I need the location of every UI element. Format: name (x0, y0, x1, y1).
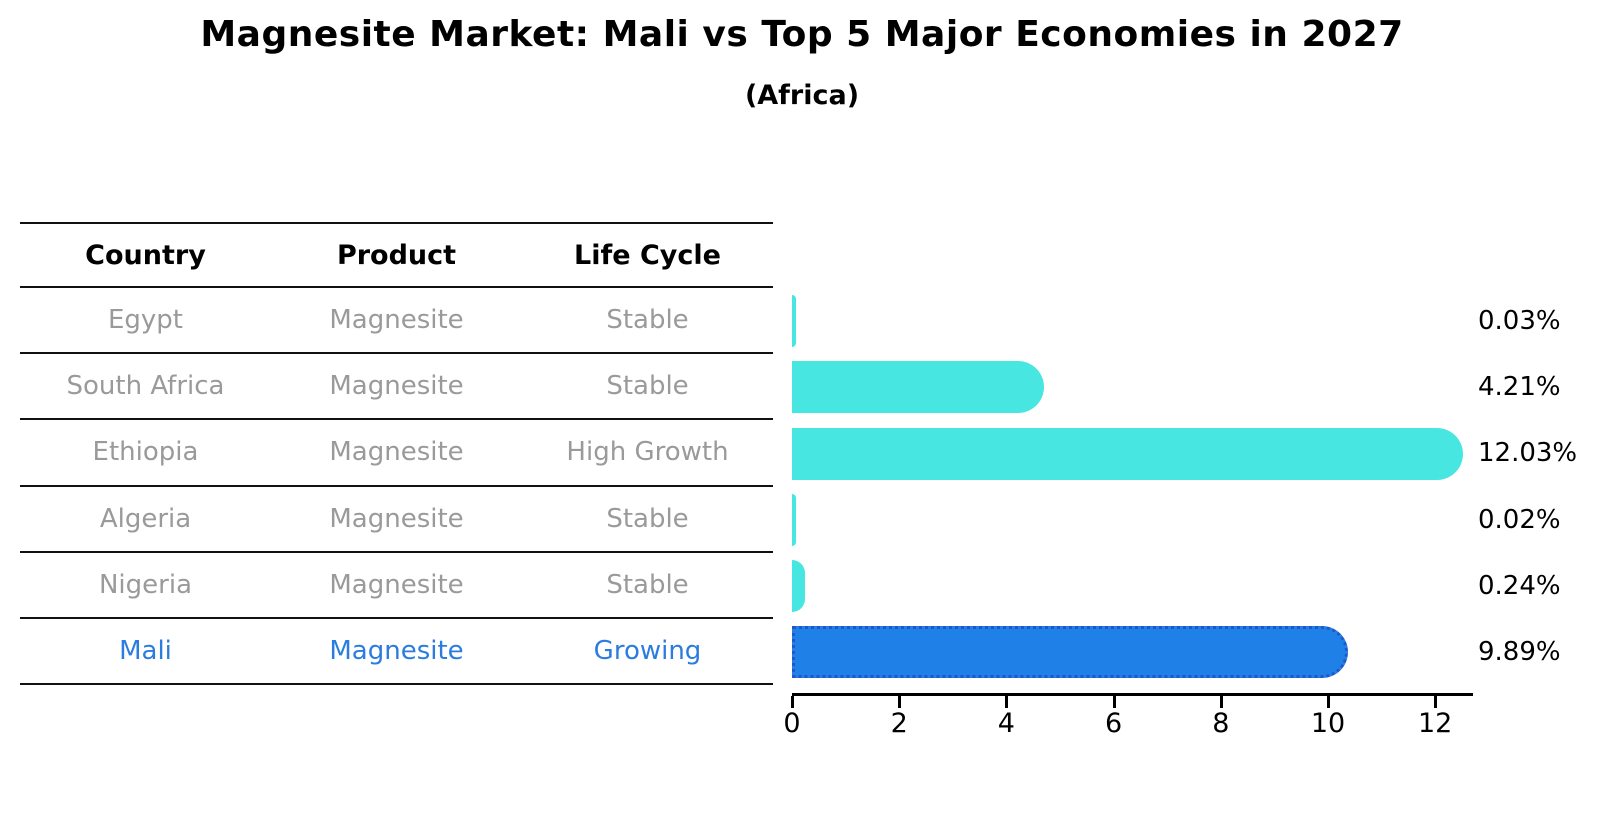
table-row-nigeria: Nigeria Magnesite Stable (20, 553, 773, 619)
cell-product: Magnesite (329, 437, 464, 468)
table-row-south-africa: South Africa Magnesite Stable (20, 354, 773, 421)
x-tick-mark-12 (1434, 696, 1438, 708)
x-tick-label-10: 10 (1310, 708, 1346, 739)
bar-plot-area (792, 288, 1492, 688)
cell-life-cycle: Stable (606, 305, 689, 336)
value-label-nigeria: 0.24% (1478, 570, 1561, 601)
cell-product: Magnesite (329, 503, 464, 534)
x-tick-label-8: 8 (1212, 708, 1230, 739)
bar-ethiopia (792, 427, 1463, 480)
cell-life-cycle: Stable (606, 569, 689, 600)
cell-country: Algeria (99, 503, 192, 534)
cell-product: Magnesite (329, 636, 464, 667)
cell-product: Magnesite (329, 371, 464, 402)
bar-south-africa (792, 361, 1044, 414)
cell-country: Nigeria (98, 569, 193, 600)
x-tick-mark-10 (1327, 696, 1330, 708)
table-header-product: Product (336, 239, 457, 271)
value-label-egypt: 0.03% (1478, 306, 1561, 337)
x-tick-label-2: 2 (890, 708, 908, 739)
x-tick-mark-4 (1005, 696, 1009, 708)
x-tick-label-6: 6 (1105, 708, 1123, 739)
cell-product: Magnesite (329, 305, 464, 336)
x-tick-mark-0 (791, 696, 794, 708)
value-label-algeria: 0.02% (1478, 504, 1561, 535)
table-header-country: Country (85, 239, 206, 271)
bar-egypt (792, 295, 796, 348)
cell-country: Egypt (107, 305, 184, 336)
cell-country: Mali (119, 636, 172, 667)
x-tick-label-4: 4 (997, 708, 1015, 739)
value-label-mali: 9.89% (1478, 637, 1561, 668)
cell-country: Ethiopia (92, 437, 199, 468)
table-row-ethiopia: Ethiopia Magnesite High Growth (20, 420, 773, 487)
cell-country: South Africa (66, 371, 225, 402)
table-row-algeria: Algeria Magnesite Stable (20, 487, 773, 553)
country-table: Country Product Life Cycle Egypt Magnesit… (20, 222, 773, 686)
table-header-life-cycle: Life Cycle (574, 239, 721, 271)
x-tick-mark-2 (898, 696, 902, 708)
cell-life-cycle: Stable (606, 503, 689, 534)
table-row-egypt: Egypt Magnesite Stable (20, 288, 773, 355)
x-tick-mark-6 (1112, 696, 1116, 708)
cell-life-cycle: Growing (593, 636, 702, 667)
chart-subtitle: (Africa) (744, 80, 860, 111)
cell-life-cycle: High Growth (566, 437, 729, 468)
table-row-mali: Mali Magnesite Growing (20, 619, 773, 686)
table-body: Egypt Magnesite Stable South Africa Magnesit… (20, 288, 773, 686)
chart-title: Magnesite Market: Mali vs Top 5 Major Ec… (200, 14, 1404, 55)
bar-algeria (792, 493, 796, 546)
x-tick-mark-8 (1219, 696, 1223, 708)
cell-product: Magnesite (329, 569, 464, 600)
cell-life-cycle: Stable (606, 371, 689, 402)
x-axis-line (792, 693, 1473, 696)
x-tick-label-12: 12 (1418, 708, 1453, 739)
bar-mali (792, 626, 1349, 679)
x-tick-label-0: 0 (783, 708, 801, 739)
table-header-row: Country Product Life Cycle (20, 222, 773, 288)
value-label-ethiopia: 12.03% (1478, 438, 1578, 469)
value-label-south-africa: 4.21% (1478, 372, 1561, 403)
bar-nigeria (792, 559, 805, 612)
